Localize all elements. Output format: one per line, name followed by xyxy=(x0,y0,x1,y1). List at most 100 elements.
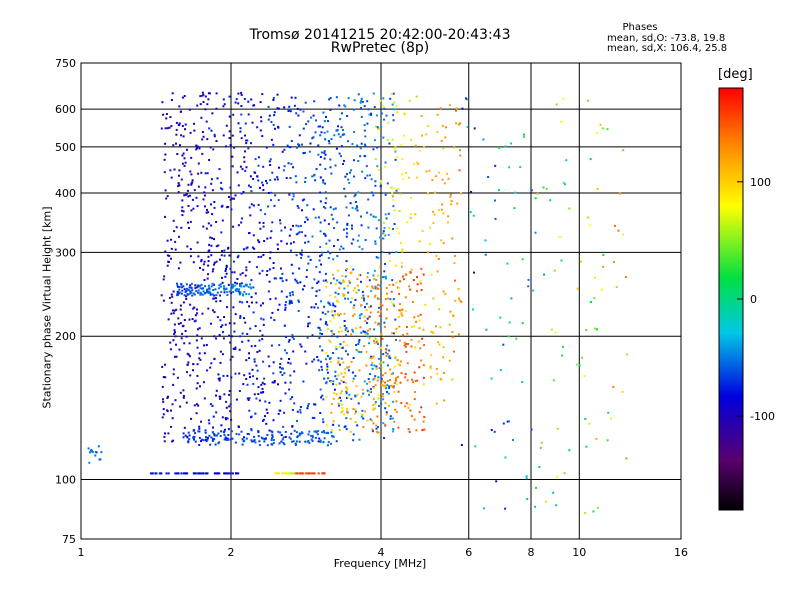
data-point xyxy=(416,283,419,286)
data-point xyxy=(337,362,340,365)
data-point xyxy=(414,144,417,147)
data-point xyxy=(329,109,332,111)
data-point xyxy=(351,380,354,383)
data-point xyxy=(193,129,196,132)
data-point xyxy=(231,335,233,338)
data-point xyxy=(585,445,588,448)
data-point xyxy=(94,454,97,457)
data-point xyxy=(95,451,97,453)
data-point xyxy=(360,97,363,100)
data-point xyxy=(180,313,183,316)
data-point xyxy=(275,277,278,280)
data-point xyxy=(220,254,223,257)
data-point xyxy=(199,358,202,361)
data-point xyxy=(250,415,253,418)
data-point xyxy=(259,304,262,307)
data-point xyxy=(210,203,212,206)
data-point xyxy=(442,147,445,150)
data-point xyxy=(392,205,395,208)
data-point xyxy=(240,285,243,288)
data-point xyxy=(189,170,192,173)
data-point xyxy=(322,418,324,421)
data-point xyxy=(252,104,255,107)
data-point xyxy=(247,399,250,401)
data-point xyxy=(375,256,378,259)
data-point xyxy=(327,377,330,380)
data-point xyxy=(324,382,327,385)
data-point xyxy=(347,369,350,372)
data-point xyxy=(434,191,437,194)
data-point xyxy=(297,143,300,146)
data-point xyxy=(324,358,327,361)
data-point xyxy=(249,327,252,330)
data-point xyxy=(427,251,430,254)
data-point xyxy=(368,113,371,116)
data-point xyxy=(333,310,336,313)
data-point xyxy=(555,504,558,507)
data-point xyxy=(342,361,345,364)
data-point xyxy=(490,429,493,431)
data-point xyxy=(458,169,461,172)
data-point xyxy=(186,192,188,195)
data-point xyxy=(158,472,161,475)
data-point xyxy=(225,124,228,127)
data-point xyxy=(358,245,361,248)
data-point xyxy=(392,386,395,389)
data-point xyxy=(311,235,314,238)
data-point xyxy=(421,230,424,232)
data-point xyxy=(173,355,176,358)
data-point xyxy=(271,311,274,314)
data-point xyxy=(388,284,391,286)
data-point xyxy=(383,233,386,236)
data-point xyxy=(499,369,502,372)
data-point xyxy=(319,388,322,391)
data-point xyxy=(267,355,270,358)
data-point xyxy=(154,472,157,475)
data-point xyxy=(173,230,176,233)
data-point xyxy=(429,367,432,370)
data-point xyxy=(277,107,280,110)
data-point xyxy=(521,258,524,261)
data-point xyxy=(189,248,192,251)
data-point xyxy=(231,271,234,274)
data-point xyxy=(373,139,376,142)
data-point xyxy=(383,437,386,439)
data-point xyxy=(166,264,169,267)
data-point xyxy=(213,472,216,475)
data-point xyxy=(250,345,253,348)
data-point xyxy=(392,283,395,286)
data-point xyxy=(202,135,205,138)
data-point xyxy=(384,213,387,216)
data-point xyxy=(317,440,320,443)
data-point xyxy=(311,416,314,419)
data-point xyxy=(212,415,215,418)
data-point xyxy=(306,407,309,410)
data-point xyxy=(319,176,322,179)
data-point xyxy=(170,238,173,241)
data-point xyxy=(245,359,248,362)
data-point xyxy=(275,472,278,475)
data-point xyxy=(307,322,310,325)
data-point xyxy=(596,188,599,191)
grid-lines xyxy=(81,63,681,539)
data-point xyxy=(307,325,309,328)
data-point xyxy=(317,125,320,128)
data-point xyxy=(341,407,344,409)
data-point xyxy=(340,155,342,158)
data-point xyxy=(223,103,226,106)
data-point xyxy=(288,358,290,360)
data-point xyxy=(413,163,415,166)
data-point xyxy=(387,212,390,215)
data-point xyxy=(187,361,190,364)
data-point xyxy=(99,458,102,461)
data-point xyxy=(193,122,195,125)
data-point xyxy=(386,182,389,185)
data-point xyxy=(324,168,327,170)
data-point xyxy=(223,254,226,257)
data-point xyxy=(250,428,253,431)
data-point xyxy=(206,472,209,475)
data-point xyxy=(418,149,421,152)
data-point xyxy=(230,287,233,290)
data-point xyxy=(295,280,298,283)
data-point xyxy=(360,395,363,398)
